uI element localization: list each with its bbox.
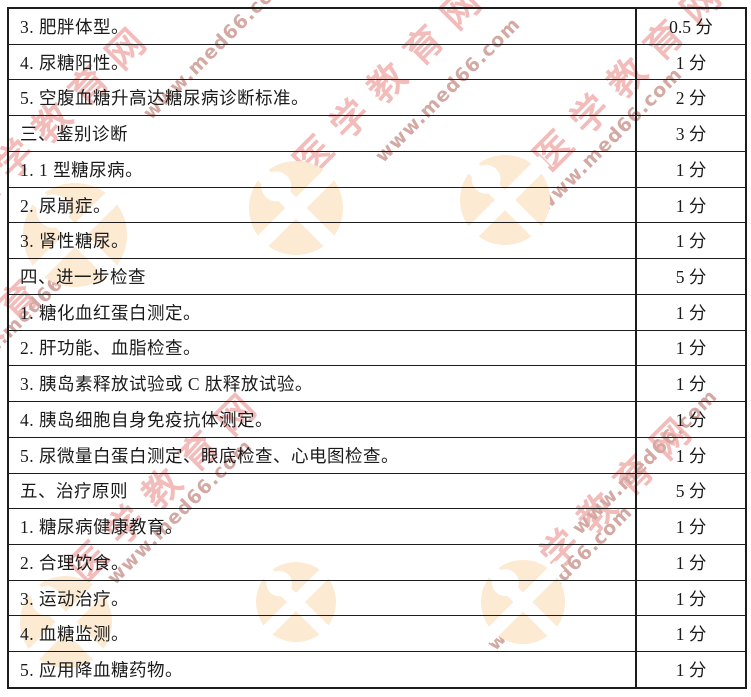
table-row: 5. 应用降血糖药物。 1 分 [9,651,745,687]
item-text: 4. 血糖监测。 [20,624,129,645]
item-text: 3. 胰岛素释放试验或 C 肽释放试验。 [20,374,313,395]
table-row: 3. 肾性糖尿。 1 分 [9,222,745,259]
item-score: 1 分 [635,402,745,437]
item-text: 1. 糖尿病健康教育。 [20,517,183,538]
med66-logo-icon [256,562,336,642]
table-row: 3. 肥胖体型。 0.5 分 [9,9,745,44]
item-score: 1 分 [635,330,745,366]
med66-logo-icon [249,161,343,255]
item-score: 1 分 [635,437,745,473]
table-row: 1. 糖尿病健康教育。 1 分 [9,508,745,545]
item-text: 1. 1 型糖尿病。 [20,159,144,180]
item-score: 1 分 [635,187,745,223]
table-row: 4. 胰岛细胞自身免疫抗体测定。 1 分 [9,401,745,437]
item-text: 四、进一步检查 [20,267,146,287]
table-row: 5. 空腹血糖升高达糖尿病诊断标准。 2 分 [9,79,745,116]
item-score: 1 分 [635,545,745,580]
item-score: 1 分 [635,580,745,616]
table-row: 3. 胰岛素释放试验或 C 肽释放试验。 1 分 [9,365,745,402]
table-row: 2. 尿崩症。 1 分 [9,186,745,223]
item-score: 0.5 分 [635,9,745,44]
med66-logo-icon [481,560,565,644]
table-row: 4. 尿糖阳性。 1 分 [9,43,745,80]
table-row: 3. 运动治疗。 1 分 [9,579,745,616]
item-text: 2. 肝功能、血脂检查。 [20,338,201,359]
item-text: 5. 尿微量白蛋白测定、眼底检查、心电图检查。 [20,445,399,466]
item-text: 5. 应用降血糖药物。 [20,660,183,681]
item-score: 1 分 [635,616,745,652]
item-text: 3. 肾性糖尿。 [20,231,129,252]
table-row: 1. 1 型糖尿病。 1 分 [9,150,745,187]
item-score: 5 分 [635,259,745,294]
table-row: 1. 糖化血红蛋白测定。 1 分 [9,293,745,330]
item-text: 3. 运动治疗。 [20,588,129,609]
table-row: 2. 合理饮食。 1 分 [9,544,745,580]
item-text: 3. 肥胖体型。 [20,16,129,37]
table-row: 2. 肝功能、血脂检查。 1 分 [9,329,745,366]
med66-logo-icon [20,576,112,668]
item-score: 1 分 [635,44,745,80]
item-text: 4. 胰岛细胞自身免疫抗体测定。 [20,409,273,430]
med66-logo-icon [23,183,127,287]
item-score: 5 分 [635,473,745,509]
item-score: 1 分 [635,366,745,402]
item-text: 1. 糖化血红蛋白测定。 [20,302,201,323]
item-score: 1 分 [635,509,745,545]
item-score: 1 分 [635,223,745,259]
score-table: 3. 肥胖体型。 0.5 分 4. 尿糖阳性。 1 分 5. 空腹血糖升高达糖尿病诊断标… [7,7,747,689]
item-text: 三、鉴别诊断 [20,124,128,145]
item-text: 5. 空腹血糖升高达糖尿病诊断标准。 [20,88,309,109]
item-text: 五、治疗原则 [20,481,128,502]
table-row: 5. 尿微量白蛋白测定、眼底检查、心电图检查。 1 分 [9,436,745,473]
table-row: 四、进一步检查 5 分 [9,258,745,294]
item-score: 2 分 [635,80,745,116]
table-row: 4. 血糖监测。 1 分 [9,615,745,652]
item-text: 4. 尿糖阳性。 [20,52,129,73]
table-row: 五、治疗原则 5 分 [9,472,745,509]
item-score: 3 分 [635,116,745,151]
item-text: 2. 尿崩症。 [20,195,111,216]
item-text: 2. 合理饮食。 [20,552,129,573]
item-score: 1 分 [635,294,745,330]
item-score: 1 分 [635,652,745,687]
item-score: 1 分 [635,151,745,187]
table-row: 三、鉴别诊断 3 分 [9,115,745,151]
